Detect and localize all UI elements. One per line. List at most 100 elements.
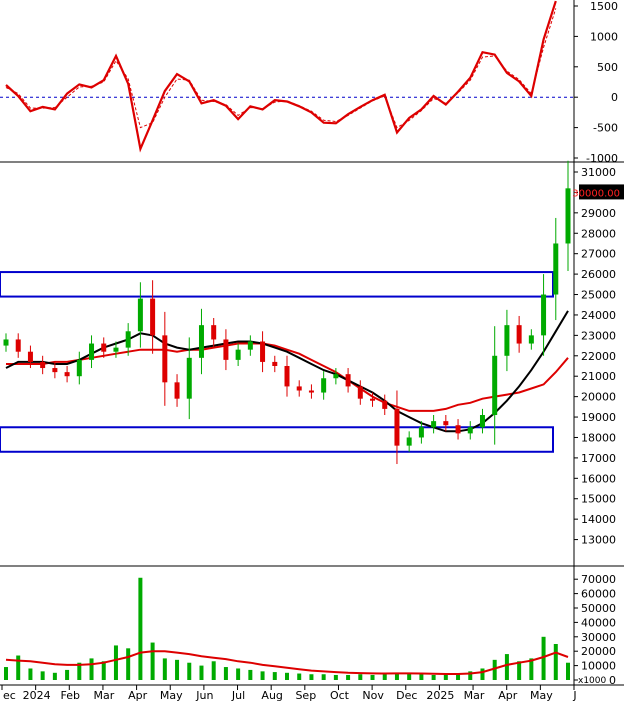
candle-body — [443, 421, 449, 426]
x-tick-label: Aug — [261, 689, 282, 702]
x-tick-label: Mar — [94, 689, 115, 702]
candle-body — [137, 298, 143, 332]
volume-tick-label: 40000 — [581, 616, 616, 629]
price-tick-label: 31000 — [581, 166, 616, 179]
volume-bar — [504, 654, 509, 680]
volume-bar — [272, 672, 277, 680]
candle-body — [394, 408, 400, 446]
volume-bar — [40, 671, 45, 680]
volume-moving-average — [5, 650, 569, 675]
x-tick-label: Oct — [330, 689, 350, 702]
volume-tick-label: 30000 — [581, 631, 616, 644]
volume-bar — [553, 644, 558, 680]
support-zone — [0, 426, 554, 453]
oscillator-tick-label: -500 — [593, 122, 618, 135]
volume-tick-label: 0 — [609, 674, 616, 687]
x-tick-label: Nov — [362, 689, 384, 702]
last-price-label: 30000.00 — [572, 188, 620, 199]
volume-bar — [199, 665, 204, 680]
volume-bar — [175, 659, 180, 680]
volume-bar — [309, 674, 314, 680]
price-tick-label: 18000 — [581, 431, 616, 444]
candle-body — [370, 398, 376, 401]
x-tick-label: J — [572, 689, 576, 702]
volume-bar — [101, 661, 106, 680]
volume-bar — [65, 669, 70, 680]
candle-body — [52, 368, 58, 373]
candle-body — [284, 366, 290, 387]
volume-bar — [346, 674, 351, 680]
candle-body — [113, 347, 119, 352]
volume-bar — [4, 667, 8, 680]
candle-body — [15, 339, 21, 352]
candle-body — [150, 298, 156, 336]
candle-body — [247, 341, 253, 350]
candle-body — [467, 427, 473, 434]
candle-body — [76, 359, 82, 377]
candle-body — [528, 335, 534, 344]
candle-body — [345, 374, 351, 387]
candle-body — [162, 335, 168, 383]
x-tick-label: Dec — [396, 689, 417, 702]
volume-tick-label: 60000 — [581, 588, 616, 601]
candle-body — [516, 325, 522, 344]
volume-bar — [382, 674, 387, 680]
volume-bar — [321, 674, 326, 680]
candle-body — [40, 361, 46, 369]
volume-bar — [236, 668, 241, 680]
price-tick-label: 29000 — [581, 207, 616, 220]
volume-bar — [517, 661, 522, 680]
price-tick-label: 17000 — [581, 452, 616, 465]
candle-body — [553, 243, 559, 295]
price-tick-label: 14000 — [581, 513, 616, 526]
price-tick-label: 27000 — [581, 248, 616, 261]
volume-tick-label: 20000 — [581, 645, 616, 658]
candle-body — [64, 372, 70, 377]
x-tick-label: Apr — [498, 689, 518, 702]
volume-bar — [187, 662, 192, 680]
volume-bar — [52, 672, 57, 680]
x-tick-label: 2024 — [23, 689, 51, 702]
oscillator-tick-label: 1000 — [590, 30, 618, 43]
candle-body — [382, 400, 388, 409]
x-tick-label: Jun — [195, 689, 213, 702]
volume-bar — [456, 673, 461, 680]
price-tick-label: 28000 — [581, 227, 616, 240]
oscillator-tick-label: -1000 — [586, 152, 618, 165]
candle-body — [541, 294, 547, 336]
volume-bar — [138, 577, 143, 680]
candle-body — [565, 188, 571, 244]
candle-body — [504, 325, 510, 356]
last-price-box — [579, 184, 624, 200]
candle-body — [272, 361, 278, 366]
candle-body — [174, 382, 180, 399]
volume-bar — [492, 659, 497, 680]
resistance-zone — [0, 271, 554, 298]
volume-panel — [4, 577, 570, 680]
price-panel — [0, 160, 571, 465]
volume-bar — [333, 674, 338, 680]
candle-body — [101, 343, 107, 352]
volume-bar — [358, 674, 363, 680]
price-tick-label: 15000 — [581, 493, 616, 506]
candle-body — [357, 386, 363, 399]
volume-bar — [211, 661, 216, 680]
volume-bar — [480, 668, 485, 680]
volume-bar — [407, 673, 412, 680]
volume-bar — [285, 672, 289, 680]
volume-bar — [248, 669, 253, 680]
candle-body — [406, 437, 412, 446]
candle-body — [235, 349, 241, 360]
volume-bar — [260, 671, 265, 680]
moving-average-red — [6, 342, 569, 412]
candle-body — [333, 374, 339, 379]
volume-tick-label: 70000 — [581, 573, 616, 586]
candle-body — [308, 390, 314, 393]
price-tick-label: 24000 — [581, 309, 616, 322]
volume-bar — [126, 648, 131, 680]
price-tick-label: 13000 — [581, 534, 616, 547]
volume-bar — [566, 662, 570, 680]
candle-body — [431, 421, 437, 428]
